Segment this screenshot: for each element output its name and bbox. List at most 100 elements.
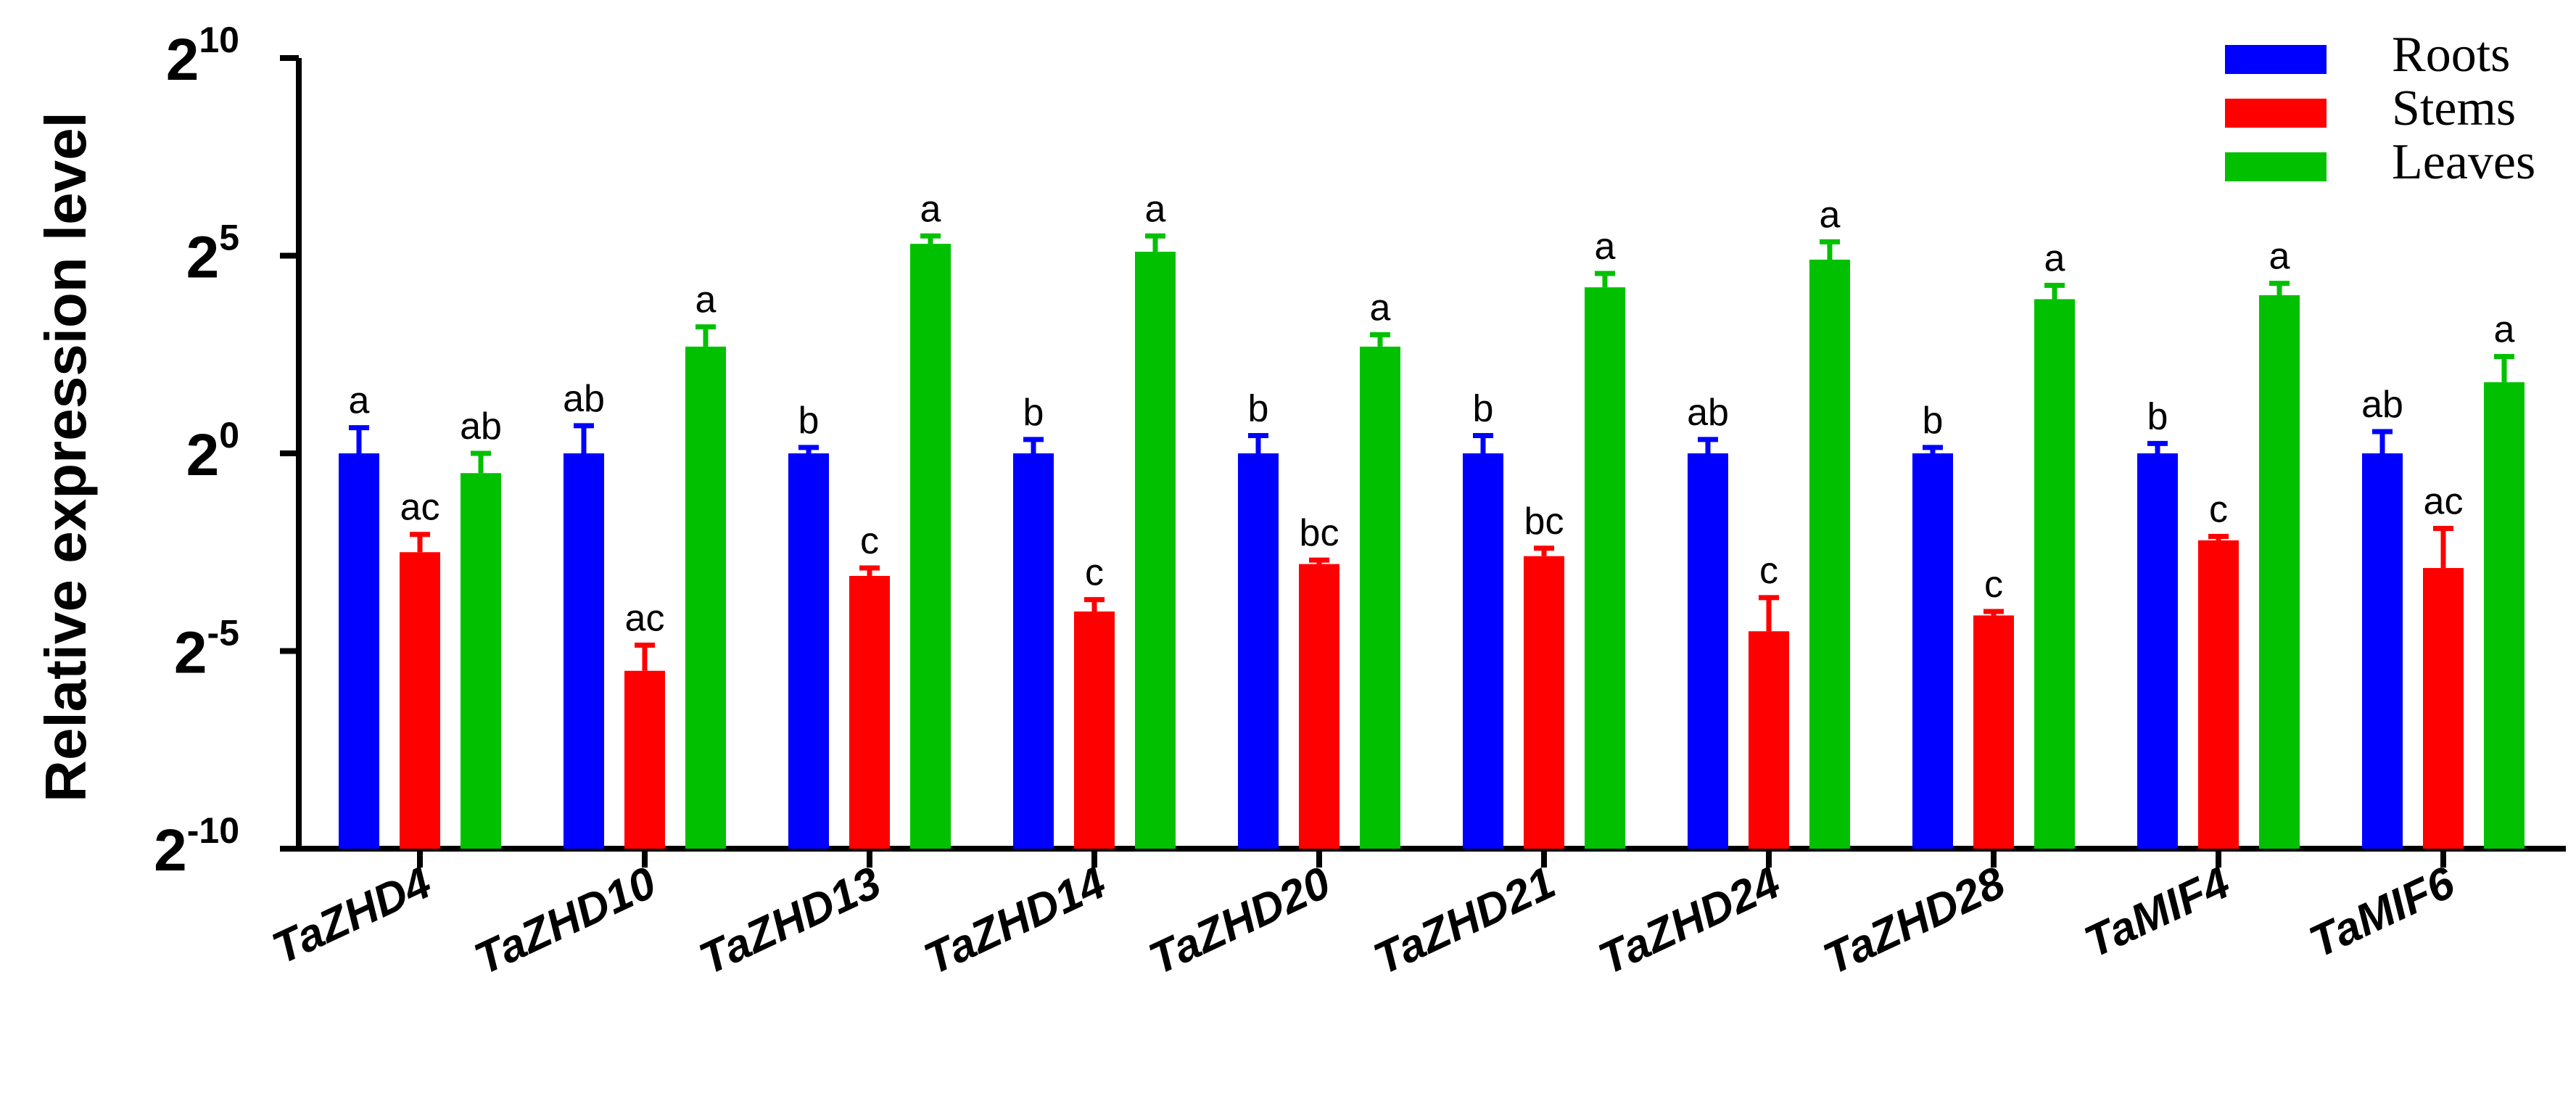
significance-letter: ab [1687,392,1729,434]
x-tick-label: TaZHD13 [692,857,888,984]
bar-roots-tamif4 [2137,453,2178,849]
y-axis-label: Relative expression level [33,112,98,802]
legend-label-stems: Stems [2392,81,2516,136]
legend-label-leaves: Leaves [2392,134,2535,190]
significance-letter: ab [563,378,605,420]
significance-letter: b [798,400,820,442]
significance-letter: a [695,279,717,321]
legend-swatch-stems [2225,99,2327,128]
bar-stems-tamif4 [2198,540,2239,849]
bar-roots-tazhd24 [1688,453,1728,849]
bar-roots-tazhd13 [788,453,829,849]
y-tick-label: 25 [186,218,239,291]
bar-leaves-tazhd13 [910,244,951,849]
significance-letter: bc [1524,501,1564,543]
bar-roots-tazhd21 [1463,453,1503,849]
significance-letter: a [1370,287,1391,329]
y-tick-label: 20 [186,415,239,488]
y-tick-exponent: -5 [207,613,239,654]
x-tick-label: TaMIF6 [2302,857,2462,968]
bar-leaves-tazhd20 [1360,346,1400,849]
bar-leaves-tazhd14 [1135,252,1176,849]
legend-swatch-leaves [2225,152,2327,181]
legend-label-roots: Roots [2392,27,2510,83]
bars [339,244,2525,849]
y-tick-base: 2 [186,225,220,291]
bar-stems-tazhd28 [1973,615,2014,849]
bar-roots-tamif6 [2362,453,2403,849]
significance-letter: c [1085,552,1104,594]
significance-letter: ac [2424,481,2464,523]
error-bars [349,233,2514,671]
bar-leaves-tazhd24 [1809,259,1850,849]
bar-leaves-tazhd21 [1585,287,1625,849]
x-tick-label: TaZHD24 [1591,857,1788,984]
significance-letter: ac [400,487,440,529]
x-tick-label: TaZHD14 [917,857,1113,984]
significance-letter: b [1248,387,1269,429]
axes [280,55,2566,868]
x-tick-label: TaMIF4 [2077,857,2237,968]
x-tick-label: TaZHD28 [1816,857,2012,984]
y-tick-label: 210 [166,20,239,93]
significance-letter: c [1759,550,1778,592]
bar-stems-tazhd14 [1074,611,1115,849]
bar-leaves-tazhd10 [685,346,726,849]
bar-stems-tazhd4 [400,552,440,849]
significance-letter: ac [625,597,665,639]
bar-leaves-tazhd28 [2034,299,2075,849]
y-tick-exponent: 5 [219,218,239,258]
significance-letter: b [1923,400,1944,442]
significance-letter: ab [460,405,502,448]
bar-roots-tazhd14 [1013,453,1054,849]
significance-letter: b [1473,387,1494,429]
y-tick-base: 2 [186,422,220,488]
significance-letter: b [2147,395,2168,437]
significance-letter: a [2269,236,2290,278]
y-tick-exponent: -10 [187,810,239,851]
significance-letter: a [920,188,941,230]
significance-letter: a [1595,226,1616,268]
significance-letter: c [860,520,879,562]
y-tick-label: 2-10 [154,810,239,884]
bar-stems-tamif6 [2423,568,2464,849]
bar-leaves-tazhd4 [461,473,501,849]
significance-letter: a [349,380,370,422]
bar-roots-tazhd4 [339,453,379,849]
significance-letter: a [2044,237,2065,279]
bar-stems-tazhd10 [624,670,665,849]
bar-roots-tazhd20 [1238,453,1279,849]
y-tick-exponent: 0 [219,415,239,456]
significance-letter: c [2209,488,2228,530]
bar-stems-tazhd24 [1749,631,1789,849]
x-tick-label: TaZHD20 [1142,857,1338,984]
y-tick-label: 2-5 [174,613,239,686]
bar-roots-tazhd10 [564,453,604,849]
bar-leaves-tamif4 [2259,295,2300,849]
significance-letter: a [2494,308,2515,350]
y-tick-exponent: 10 [199,20,239,60]
legend-swatch-roots [2225,45,2327,74]
y-tick-base: 2 [166,27,199,93]
y-tick-base: 2 [174,620,207,686]
x-tick-label: TaZHD4 [265,857,439,974]
bar-leaves-tamif6 [2484,382,2525,849]
significance-letter: a [1820,194,1841,236]
bar-stems-tazhd13 [849,575,890,849]
bar-stems-tazhd21 [1524,556,1564,849]
significance-letter: bc [1300,512,1339,554]
significance-letter: ab [2361,384,2403,426]
significance-letter: c [1984,564,2003,606]
significance-letter: b [1023,392,1044,434]
bar-roots-tazhd28 [1912,453,1953,849]
x-tick-label: TaZHD10 [467,857,664,984]
x-tick-labels: TaZHD4 TaZHD10 TaZHD13 TaZHD14 TaZHD20 TaZHD2… [265,857,2463,984]
bar-stems-tazhd20 [1299,564,1339,849]
x-tick-label: TaZHD21 [1366,857,1563,984]
significance-letter: a [1145,188,1166,230]
y-tick-base: 2 [154,817,187,884]
